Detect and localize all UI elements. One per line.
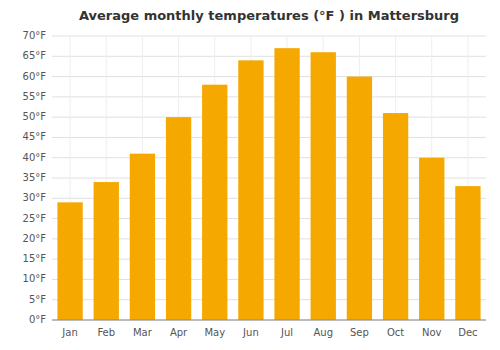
bar <box>383 113 408 320</box>
x-tick-label: Mar <box>133 327 153 338</box>
grid-line-y <box>52 76 486 77</box>
bar <box>238 60 263 320</box>
grid-line-y <box>52 137 486 138</box>
x-tick-label: Jul <box>280 327 293 338</box>
bar <box>347 77 372 320</box>
bar <box>274 48 299 320</box>
y-tick-label: 70°F <box>23 30 47 41</box>
grid-line-y <box>52 56 486 57</box>
chart-title: Average monthly temperatures (°F ) in Ma… <box>79 8 459 23</box>
x-tick-label: Aug <box>313 327 333 338</box>
x-tick-label: May <box>204 327 225 338</box>
x-tick-label: Feb <box>97 327 115 338</box>
y-tick-label: 55°F <box>23 91 47 102</box>
y-tick-label: 5°F <box>29 294 46 305</box>
x-tick-label: Dec <box>458 327 477 338</box>
bar <box>419 158 444 320</box>
bar <box>130 154 155 320</box>
grid <box>52 36 486 320</box>
chart-svg: Average monthly temperatures (°F ) in Ma… <box>0 0 500 350</box>
y-tick-label: 60°F <box>23 71 47 82</box>
bars <box>57 48 480 320</box>
y-tick-label: 15°F <box>23 253 47 264</box>
y-tick-label: 50°F <box>23 111 47 122</box>
x-tick-label: Oct <box>387 327 404 338</box>
bar <box>57 202 82 320</box>
y-tick-label: 65°F <box>23 50 47 61</box>
x-tick-label: Jun <box>242 327 259 338</box>
x-axis-line <box>52 320 486 321</box>
y-tick-label: 20°F <box>23 233 47 244</box>
y-tick-label: 10°F <box>23 273 47 284</box>
x-tick-label: Jan <box>61 327 77 338</box>
axes: 0°F 5°F 10°F 15°F 20°F 25°F 30°F 35°F 40°F 45°F 50… <box>23 30 486 338</box>
x-tick-label: Sep <box>350 327 369 338</box>
grid-line-y <box>52 117 486 118</box>
y-tick-label: 30°F <box>23 192 47 203</box>
grid-line-y <box>52 96 486 97</box>
y-tick-label: 25°F <box>23 213 47 224</box>
y-tick-label: 40°F <box>23 152 47 163</box>
bar <box>166 117 191 320</box>
chart-container: Average monthly temperatures (°F ) in Ma… <box>0 0 500 350</box>
bar <box>311 52 336 320</box>
bar <box>94 182 119 320</box>
y-tick-label: 0°F <box>29 314 46 325</box>
y-tick-label: 35°F <box>23 172 47 183</box>
bar <box>202 85 227 320</box>
grid-line-y <box>52 36 486 37</box>
x-tick-label: Nov <box>422 327 442 338</box>
y-tick-label: 45°F <box>23 131 47 142</box>
grid-line-y <box>52 320 486 321</box>
bar <box>455 186 480 320</box>
x-tick-label: Apr <box>170 327 188 338</box>
